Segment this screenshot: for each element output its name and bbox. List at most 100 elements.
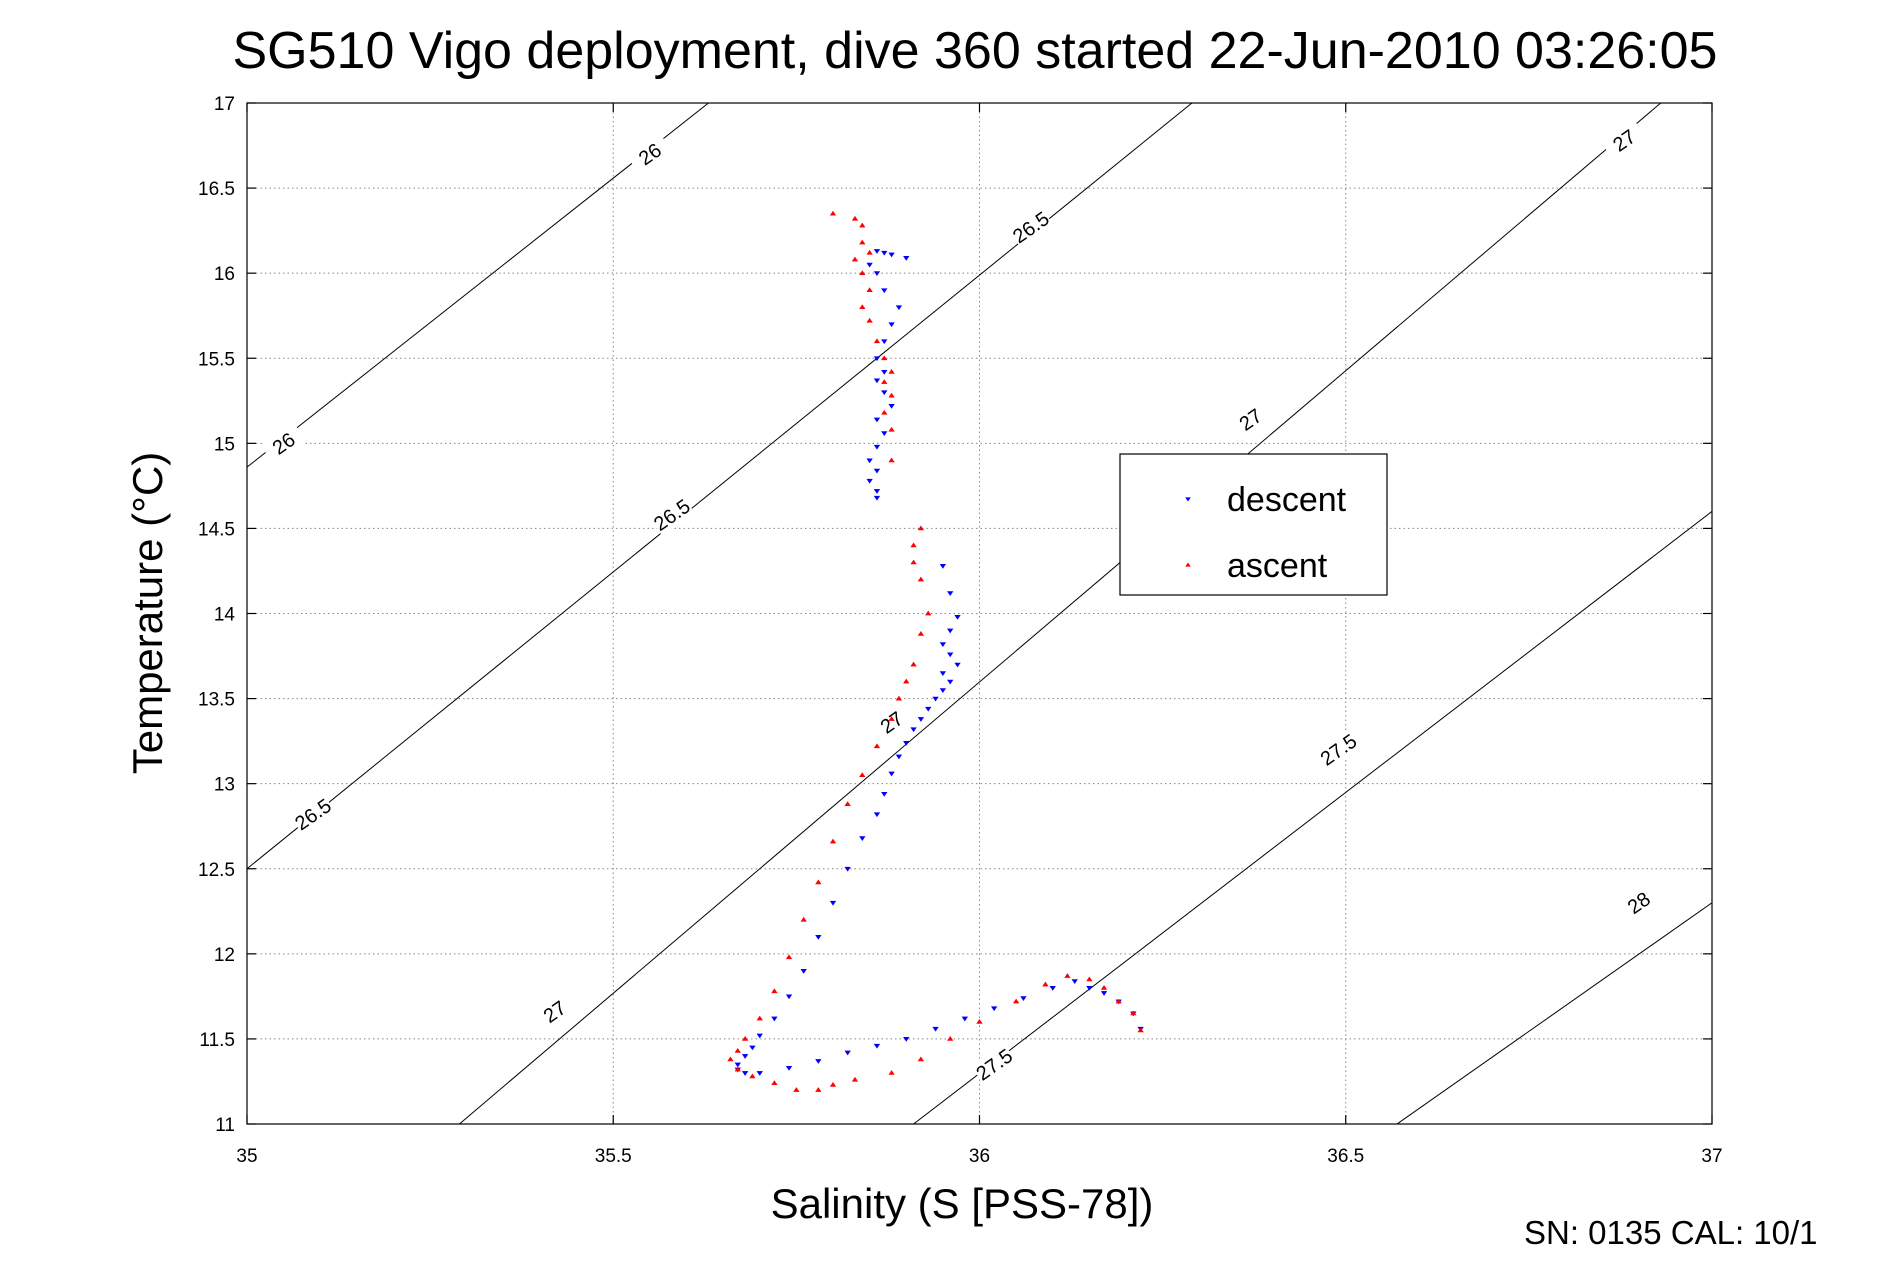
data-point-descent — [873, 495, 881, 501]
data-point-descent — [895, 754, 903, 760]
data-point-ascent — [734, 1066, 741, 1072]
data-point-descent — [873, 489, 881, 494]
serial-calibration-footer: SN: 0135 CAL: 10/1 — [1524, 1214, 1818, 1251]
data-point-descent — [734, 1062, 741, 1068]
data-point-descent — [881, 390, 888, 396]
contour-label-bg — [531, 991, 578, 1033]
data-point-descent — [771, 1016, 778, 1022]
y-tick-label: 14.5 — [198, 519, 235, 540]
data-point-descent — [888, 404, 895, 409]
contour-label: 26.5 — [291, 795, 336, 835]
contour-label-bg — [649, 494, 695, 536]
data-point-descent — [954, 615, 961, 620]
data-point-descent — [873, 812, 881, 818]
legend-label-ascent: ascent — [1227, 547, 1328, 585]
data-point-descent — [939, 642, 947, 648]
data-point-ascent — [903, 678, 910, 684]
data-point-ascent — [881, 379, 888, 384]
data-point-ascent — [815, 879, 822, 885]
contour-label-bg — [290, 793, 336, 835]
data-point-ascent — [1100, 984, 1108, 990]
x-tick-label: 37 — [1701, 1146, 1722, 1167]
data-point-descent — [800, 968, 807, 974]
data-point-ascent — [881, 355, 888, 361]
data-point-descent — [866, 478, 873, 484]
data-point-ascent — [1086, 976, 1093, 982]
contour-label-bg — [1601, 119, 1647, 161]
data-point-descent — [873, 1043, 881, 1049]
y-tick-label: 11 — [215, 1115, 235, 1136]
y-tick-label: 17 — [214, 94, 235, 115]
data-point-ascent — [895, 695, 903, 701]
y-tick-label: 11.5 — [199, 1030, 235, 1051]
y-tick-label: 15.5 — [198, 349, 235, 370]
data-point-descent — [947, 591, 954, 596]
data-point-ascent — [888, 1070, 895, 1075]
density-contour-27 — [459, 103, 1662, 1124]
data-point-descent — [888, 322, 895, 328]
data-point-descent — [866, 458, 873, 464]
data-point-ascent — [859, 270, 866, 276]
data-point-descent — [910, 727, 917, 733]
data-point-descent — [895, 305, 903, 311]
data-point-ascent — [888, 457, 895, 463]
data-point-descent — [1049, 986, 1056, 991]
contour-label-bg — [1315, 729, 1362, 771]
data-point-descent — [888, 252, 895, 258]
data-point-descent — [756, 1033, 763, 1039]
x-axis-label: Salinity (S [PSS-78]) — [771, 1180, 1154, 1227]
data-point-ascent — [800, 916, 807, 922]
data-point-descent — [939, 563, 947, 569]
data-point-descent — [947, 652, 954, 658]
density-contour-27.5 — [913, 511, 1712, 1124]
data-point-descent — [873, 468, 881, 474]
data-point-descent — [881, 792, 888, 797]
y-tick-label: 14 — [214, 605, 236, 626]
data-point-descent — [749, 1045, 756, 1051]
data-point-descent — [947, 628, 954, 634]
density-contour-26.5 — [247, 103, 1193, 870]
legend-marker-descent — [1185, 497, 1191, 502]
data-point-ascent — [888, 716, 895, 721]
data-point-ascent — [829, 1081, 837, 1087]
x-tick-label: 36 — [969, 1146, 990, 1167]
data-point-descent — [1086, 986, 1093, 991]
contour-label-bg — [971, 1043, 1017, 1085]
data-point-ascent — [917, 525, 925, 531]
data-point-descent — [925, 706, 932, 712]
y-tick-label: 13 — [214, 775, 235, 796]
data-point-ascent — [1130, 1010, 1137, 1016]
data-point-ascent — [947, 1036, 954, 1041]
data-point-descent — [932, 1026, 939, 1032]
x-tick-label: 35.5 — [595, 1146, 632, 1167]
data-point-descent — [873, 271, 881, 277]
data-point-descent — [844, 1050, 851, 1056]
data-point-descent — [939, 688, 947, 693]
data-point-ascent — [851, 215, 859, 221]
data-point-descent — [881, 250, 888, 256]
data-point-ascent — [1115, 998, 1122, 1004]
data-point-ascent — [873, 743, 881, 749]
density-contour-28 — [1396, 902, 1712, 1124]
data-point-ascent — [815, 1087, 822, 1092]
data-point-ascent — [917, 1056, 925, 1062]
data-point-ascent — [859, 304, 866, 310]
data-point-descent — [1100, 991, 1108, 996]
data-point-ascent — [851, 1076, 859, 1082]
data-point-ascent — [859, 222, 866, 228]
y-tick-label: 16.5 — [198, 179, 235, 200]
legend-box — [1119, 453, 1388, 596]
data-point-ascent — [1042, 981, 1049, 987]
data-point-descent — [990, 1006, 998, 1012]
contour-label-bg — [260, 422, 307, 464]
y-tick-label: 16 — [214, 264, 235, 285]
contour-label-bg — [868, 701, 915, 743]
y-tick-label: 12.5 — [198, 860, 235, 881]
y-tick-label: 15 — [214, 434, 235, 455]
data-point-ascent — [888, 426, 895, 432]
data-point-descent — [954, 662, 961, 668]
legend: descent ascent — [1119, 453, 1388, 596]
data-point-descent — [785, 994, 793, 1000]
data-point-ascent — [749, 1073, 756, 1079]
